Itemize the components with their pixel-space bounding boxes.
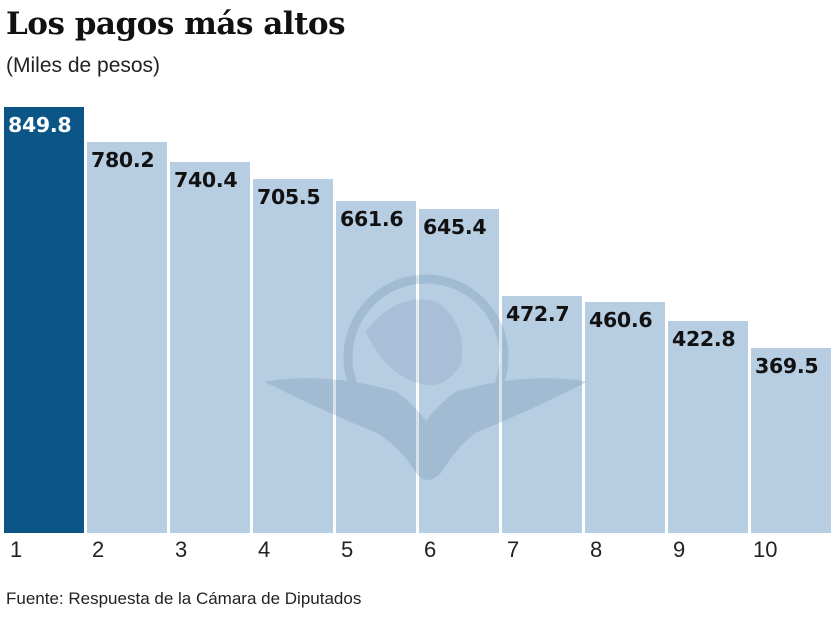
bar-2: 780.2 bbox=[87, 142, 167, 533]
x-tick-3: 3 bbox=[175, 537, 188, 562]
chart-title: Los pagos más altos bbox=[6, 6, 346, 42]
bar-5: 661.6 bbox=[336, 201, 416, 533]
bar-value-label: 645.4 bbox=[423, 215, 487, 239]
bar-plot: 849.8 780.2 740.4 705.5 661.6 645.4 472.… bbox=[4, 0, 837, 535]
bar-value-label: 661.6 bbox=[340, 207, 404, 231]
bar-value-label: 422.8 bbox=[672, 327, 736, 351]
x-tick-10: 10 bbox=[753, 537, 778, 562]
bar-value-label: 460.6 bbox=[589, 308, 653, 332]
bar-9: 422.8 bbox=[668, 321, 748, 533]
bar-value-label: 472.7 bbox=[506, 302, 570, 326]
bar-10: 369.5 bbox=[751, 348, 831, 533]
x-tick-6: 6 bbox=[424, 537, 437, 562]
bar-value-label: 849.8 bbox=[8, 113, 72, 137]
bar-value-label: 740.4 bbox=[174, 168, 238, 192]
bar-1: 849.8 bbox=[4, 107, 84, 533]
x-tick-4: 4 bbox=[258, 537, 271, 562]
x-tick-5: 5 bbox=[341, 537, 354, 562]
bar-8: 460.6 bbox=[585, 302, 665, 533]
bar-3: 740.4 bbox=[170, 162, 250, 533]
source-note: Fuente: Respuesta de la Cámara de Diputa… bbox=[6, 589, 362, 608]
chart-subtitle: (Miles de pesos) bbox=[6, 54, 161, 77]
x-tick-8: 8 bbox=[590, 537, 603, 562]
bar-6: 645.4 bbox=[419, 209, 499, 533]
bar-value-label: 705.5 bbox=[257, 185, 321, 209]
bar-7: 472.7 bbox=[502, 296, 582, 533]
bar-value-label: 369.5 bbox=[755, 354, 819, 378]
x-tick-1: 1 bbox=[10, 537, 23, 562]
x-tick-9: 9 bbox=[673, 537, 686, 562]
x-tick-2: 2 bbox=[92, 537, 105, 562]
bar-value-label: 780.2 bbox=[91, 148, 155, 172]
bar-4: 705.5 bbox=[253, 179, 333, 533]
x-tick-7: 7 bbox=[507, 537, 520, 562]
